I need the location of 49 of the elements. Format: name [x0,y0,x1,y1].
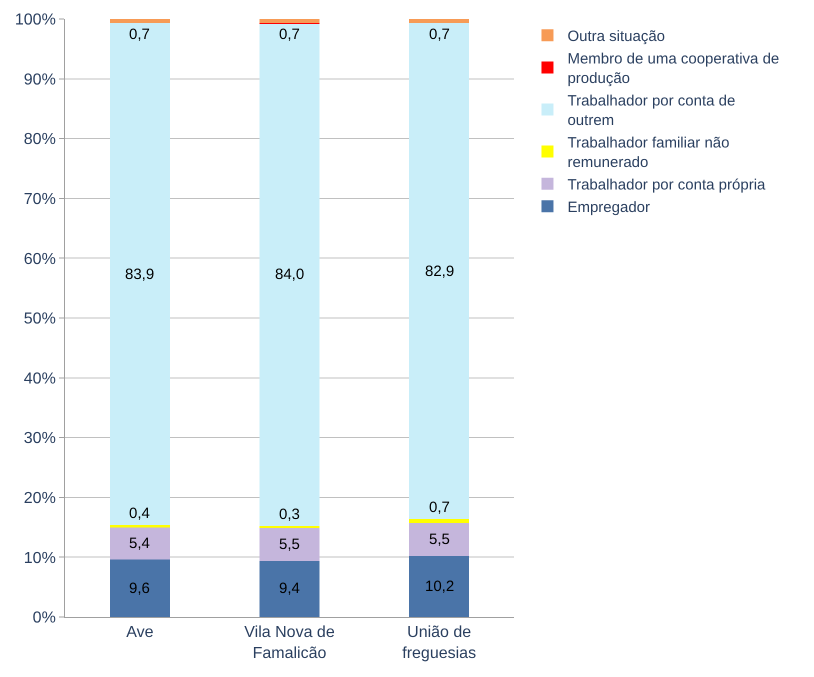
data-label: 5,5 [429,531,450,548]
bar [409,23,470,519]
y-tick-label: 100% [14,12,56,29]
bar [260,19,320,24]
data-label: 9,6 [129,580,150,597]
bar [110,527,170,560]
bar [409,523,470,556]
bar [110,19,170,24]
y-tick-label: 90% [24,71,56,88]
data-label: 10,2 [425,578,454,595]
data-label: 84,0 [275,266,304,283]
bar [260,560,320,617]
data-label: 0,7 [279,26,300,43]
legend-label: Trabalhador por conta própria [567,176,766,194]
bar [409,518,470,524]
bar [409,556,470,617]
y-tick-label: 20% [24,490,56,507]
y-tick-label: 80% [24,131,56,148]
legend-label: Membro de uma cooperativa de produção [567,50,780,88]
data-label: 0,3 [279,506,300,523]
data-label: 0,7 [429,26,450,43]
y-tick-label: 10% [24,550,56,567]
bar [110,23,170,525]
legend-label: Trabalhador por conta de outrem [567,92,736,130]
legend-label: Empregador [567,199,650,216]
legend-label: Outra situação [567,28,666,46]
y-tick-label: 0% [32,610,56,627]
bar [260,528,320,561]
data-label: 0,7 [129,26,150,43]
data-label: 82,9 [425,263,454,280]
x-tick-label: Ave [126,624,154,642]
x-tick-label: União de freguesias [402,624,476,662]
data-label: 5,5 [279,536,300,553]
x-tick-label: Vila Nova de Famalicão [244,624,335,662]
y-tick-label: 50% [24,310,56,328]
data-label: 9,4 [279,580,300,597]
data-label: 0,7 [429,499,450,516]
data-label: 83,9 [125,266,154,283]
y-tick-label: 60% [24,250,56,268]
y-tick-label: 30% [24,430,56,448]
bar [110,524,170,528]
y-tick-label: 40% [24,370,56,388]
bar [260,24,320,526]
data-label: 5,4 [129,535,150,552]
bar [409,19,470,24]
bar [110,560,170,617]
data-label: 0,4 [129,505,150,522]
y-tick-label: 70% [24,191,56,208]
legend-label: Trabalhador familiar não remunerado [567,134,730,172]
